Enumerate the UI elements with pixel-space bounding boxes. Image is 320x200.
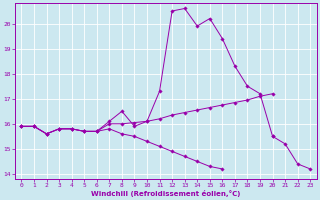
X-axis label: Windchill (Refroidissement éolien,°C): Windchill (Refroidissement éolien,°C) [91, 190, 241, 197]
